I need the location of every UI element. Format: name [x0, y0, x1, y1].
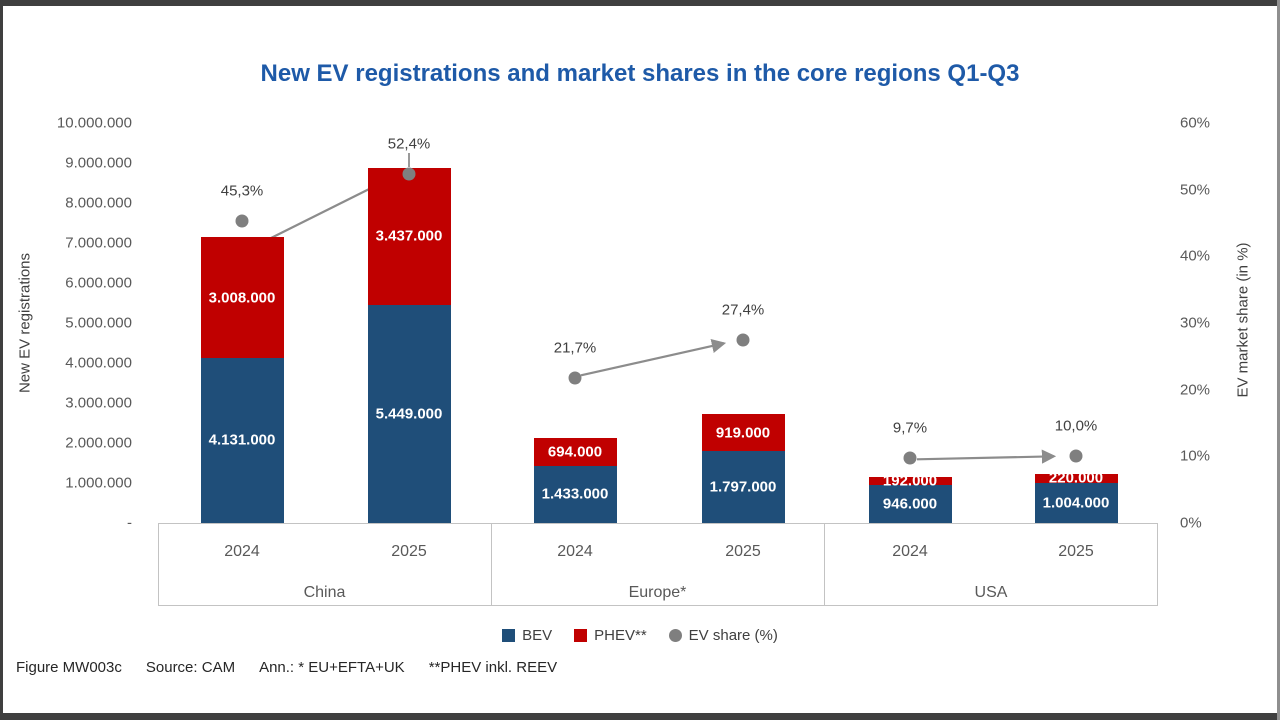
legend-item: BEV: [502, 627, 552, 644]
bev-value-label: 946.000: [882, 495, 938, 513]
slide-border-left: [0, 0, 3, 720]
x-axis-year-label: 2025: [725, 543, 761, 560]
phev-value-label: 192.000: [882, 472, 938, 490]
category-box-bottom: [158, 605, 1158, 606]
slide-border-bottom: [0, 713, 1280, 720]
right-axis-title: EV market share (in %): [1234, 242, 1252, 398]
footer-item: **PHEV inkl. REEV: [428, 659, 558, 676]
share-trend-arrow: [580, 339, 727, 377]
x-axis-region-label: Europe*: [628, 584, 687, 601]
ev-share-dot: [736, 333, 750, 347]
legend-item: EV share (%): [668, 626, 778, 644]
ev-share-dot: [1069, 449, 1083, 463]
ev-share-value-label: 52,4%: [387, 135, 431, 153]
bev-value-label: 1.797.000: [709, 478, 777, 496]
y-axis-tick-left: -: [127, 514, 132, 532]
y-axis-tick-right: 30%: [1180, 314, 1211, 332]
footer-item: Ann.: * EU+EFTA+UK: [259, 659, 405, 676]
y-axis-tick-left: 4.000.000: [65, 354, 132, 372]
chart-title: New EV registrations and market shares i…: [260, 60, 1020, 87]
x-axis-year-label: 2025: [391, 543, 427, 560]
y-axis-tick-left: 2.000.000: [65, 434, 132, 452]
ev-share-dot: [402, 167, 416, 181]
legend-circle-marker-icon: [668, 628, 682, 642]
legend-item: PHEV**: [574, 627, 647, 644]
phev-value-label: 919.000: [715, 424, 771, 442]
x-axis-year-label: 2024: [557, 543, 593, 560]
ev-share-value-label: 27,4%: [721, 301, 765, 319]
x-axis-year-label: 2024: [892, 543, 928, 560]
bar-segment-phev: [701, 414, 785, 452]
legend-label: PHEV**: [594, 626, 647, 644]
y-axis-tick-left: 6.000.000: [65, 274, 132, 292]
category-box-left: [158, 523, 159, 606]
bev-value-label: 1.433.000: [541, 485, 609, 503]
footer-note: Figure MW003c Source: CAM Ann.: * EU+EFTA+…: [16, 659, 557, 676]
y-axis-tick-left: 5.000.000: [65, 314, 132, 332]
legend-square-marker-icon: [502, 628, 516, 642]
x-axis-line: [158, 523, 1158, 524]
y-axis-tick-left: 1.000.000: [65, 474, 132, 492]
bev-value-label: 5.449.000: [375, 405, 443, 423]
y-axis-tick-left: 8.000.000: [65, 194, 132, 212]
phev-value-label: 3.008.000: [208, 289, 276, 307]
share-label-leader: [408, 152, 410, 167]
legend-label: BEV: [522, 626, 553, 644]
slide-border-right: [1277, 0, 1280, 720]
legend-square-marker-icon: [574, 628, 588, 642]
bar-segment-bev: [1034, 482, 1118, 523]
y-axis-tick-left: 7.000.000: [65, 234, 132, 252]
legend-label: EV share (%): [688, 626, 778, 644]
category-divider-china-europe: [491, 523, 492, 606]
ev-share-dot: [235, 214, 249, 228]
bar-segment-phev: [200, 237, 284, 358]
bar-segment-bev: [868, 485, 952, 523]
y-axis-tick-right: 0%: [1180, 514, 1202, 532]
phev-value-label: 220.000: [1048, 469, 1104, 487]
ev-share-dot: [568, 371, 582, 385]
share-trend-arrow: [916, 449, 1057, 464]
x-axis-region-label: China: [303, 584, 346, 601]
bar-segment-bev: [200, 357, 284, 523]
bar-segment-bev: [533, 465, 617, 523]
ev-share-dot: [903, 451, 917, 465]
bev-value-label: 1.004.000: [1042, 494, 1110, 512]
ev-share-value-label: 45,3%: [220, 182, 264, 200]
ev-share-value-label: 9,7%: [892, 419, 928, 437]
chart-legend: BEV PHEV** EV share (%): [0, 624, 1280, 646]
y-axis-tick-right: 10%: [1180, 447, 1211, 465]
bar-segment-phev: [1034, 474, 1118, 483]
x-axis-year-label: 2024: [224, 543, 260, 560]
x-axis-year-label: 2025: [1058, 543, 1094, 560]
slide-border-top: [0, 0, 1280, 6]
bar-segment-phev: [868, 477, 952, 486]
phev-value-label: 3.437.000: [375, 227, 443, 245]
category-box-right: [1157, 523, 1158, 606]
footer-item: Figure MW003c: [16, 659, 122, 676]
y-axis-tick-right: 60%: [1180, 114, 1211, 132]
bar-segment-bev: [701, 451, 785, 523]
footer-item: Source: CAM: [145, 659, 236, 676]
y-axis-tick-right: 40%: [1180, 247, 1211, 265]
y-axis-tick-left: 9.000.000: [65, 154, 132, 172]
ev-share-value-label: 21,7%: [553, 339, 597, 357]
y-axis-tick-right: 20%: [1180, 381, 1211, 399]
bar-segment-phev: [367, 167, 451, 306]
y-axis-tick-right: 50%: [1180, 181, 1211, 199]
ev-share-value-label: 10,0%: [1054, 417, 1098, 435]
bar-segment-bev: [367, 305, 451, 523]
bar-segment-phev: [533, 437, 617, 466]
y-axis-tick-left: 3.000.000: [65, 394, 132, 412]
x-axis-region-label: USA: [974, 584, 1008, 601]
phev-value-label: 694.000: [547, 443, 603, 461]
y-axis-tick-left: 10.000.000: [56, 114, 132, 132]
bev-value-label: 4.131.000: [208, 431, 276, 449]
category-divider-europe-usa: [824, 523, 825, 606]
